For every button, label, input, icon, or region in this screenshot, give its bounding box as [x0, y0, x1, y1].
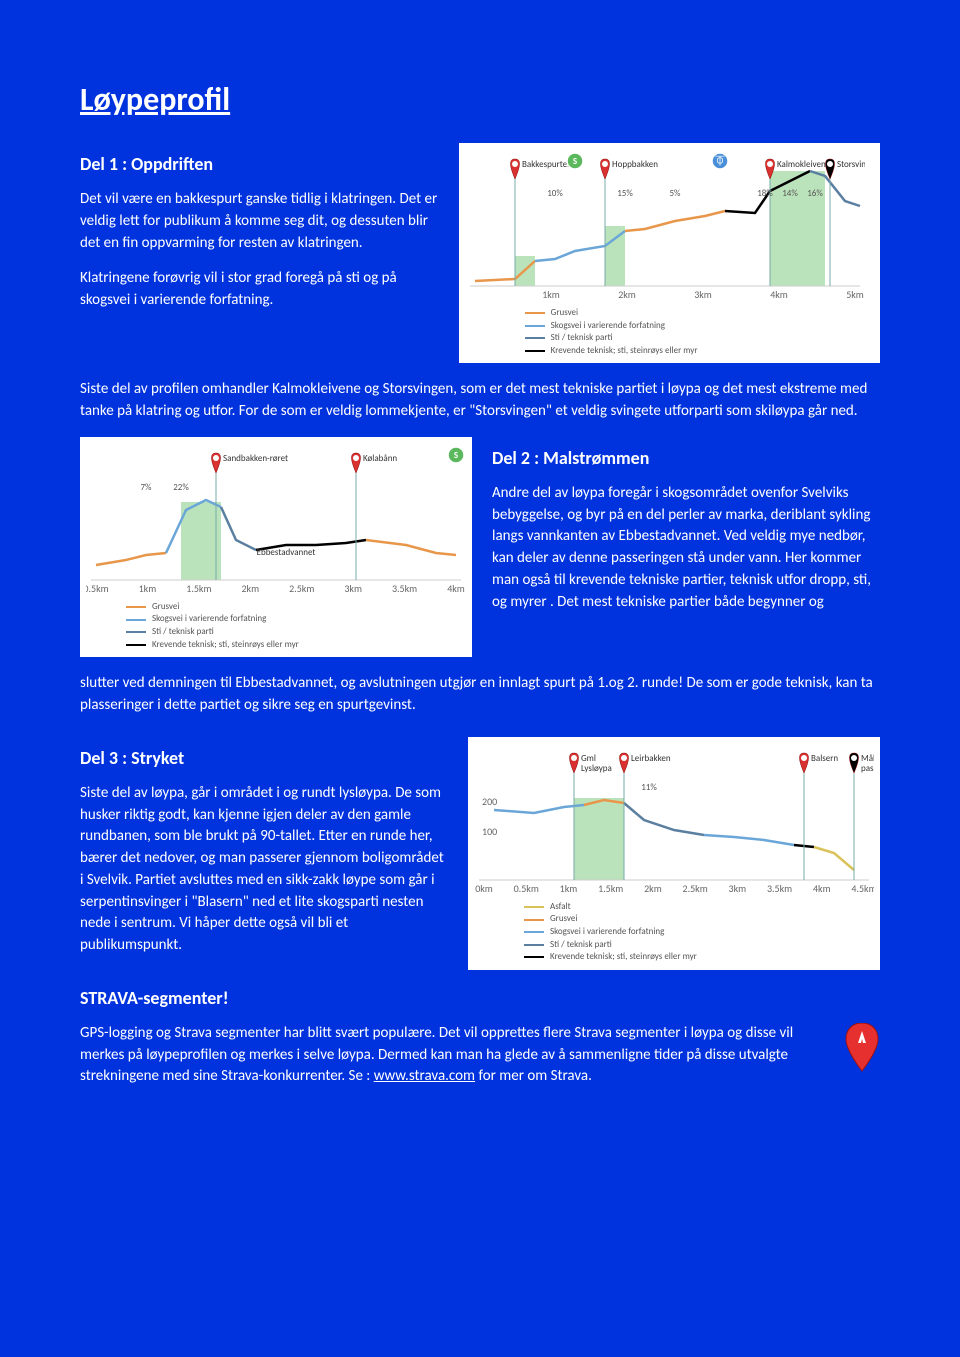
svg-text:Balsern: Balsern	[811, 753, 838, 764]
svg-text:100: 100	[482, 825, 497, 838]
svg-text:Hoppbakken: Hoppbakken	[612, 159, 658, 170]
svg-text:11%: 11%	[641, 782, 657, 793]
svg-text:4km: 4km	[447, 582, 465, 595]
svg-text:Leirbakken: Leirbakken	[631, 753, 671, 764]
chart-del2: 0.5km 1km 1.5km 2km 2.5km 3km 3.5km 4km Sandbakk…	[80, 437, 472, 657]
legend-del1: Grusvei Skogsvei i varierende forfatning…	[465, 307, 874, 357]
svg-text:GmlLysløypa: GmlLysløypa	[581, 753, 612, 774]
svg-text:⏁: ⏁	[714, 155, 725, 167]
svg-text:S: S	[573, 156, 577, 167]
svg-text:10%: 10%	[547, 188, 563, 199]
svg-text:1km: 1km	[560, 882, 578, 895]
chart-del1: 1km 2km 3km 4km 5km Bakkespurten Hoppbakken Kal…	[459, 143, 880, 363]
svg-text:Bakkespurten: Bakkespurten	[522, 159, 572, 170]
page-title: Løypeprofil	[80, 80, 880, 119]
svg-text:Mål/passering: Mål/passering	[861, 753, 874, 774]
svg-text:5%: 5%	[669, 188, 681, 199]
legend-del2: Grusvei Skogsvei i varierende forfatning…	[86, 601, 466, 651]
legend-del3: Asfalt Grusvei Skogsvei i varierende for…	[474, 901, 874, 964]
svg-text:2.5km: 2.5km	[289, 582, 314, 595]
svg-text:0km: 0km	[475, 882, 493, 895]
svg-text:4km: 4km	[813, 882, 831, 895]
svg-text:0.5km: 0.5km	[86, 582, 109, 595]
svg-text:Kalmokleivene: Kalmokleivene	[777, 159, 831, 170]
svg-text:5km: 5km	[846, 288, 864, 301]
svg-text:1.5km: 1.5km	[186, 582, 211, 595]
section-del1: Del 1 : Oppdriften Det vil være en bakke…	[80, 143, 880, 363]
strava-heading: STRAVA-segmenter!	[80, 987, 880, 1009]
svg-text:3km: 3km	[344, 582, 362, 595]
strava-p1: GPS-logging og Strava segmenter har blit…	[80, 1023, 824, 1088]
svg-text:3km: 3km	[694, 288, 712, 301]
del1-p1: Det vil være en bakkespurt ganske tidlig…	[80, 189, 439, 254]
section-del3: Del 3 : Stryket Siste del av løypa, går …	[80, 737, 880, 971]
svg-text:Sandbakken-røret: Sandbakken-røret	[223, 453, 288, 464]
del3-heading: Del 3 : Stryket	[80, 747, 448, 769]
del2-p1-partial: Andre del av løypa foregår i skogsområde…	[492, 483, 880, 614]
svg-text:18%: 18%	[757, 188, 773, 199]
del3-p1: Siste del av løypa, går i området i og r…	[80, 783, 448, 957]
svg-text:3km: 3km	[729, 882, 747, 895]
svg-text:Kølabånn: Kølabånn	[363, 453, 397, 464]
del1-heading: Del 1 : Oppdriften	[80, 153, 439, 175]
svg-text:15%: 15%	[617, 188, 633, 199]
svg-text:22%: 22%	[173, 482, 189, 493]
del2-heading: Del 2 : Malstrømmen	[492, 447, 880, 469]
svg-text:Storsvingen: Storsvingen	[837, 159, 865, 170]
svg-text:2km: 2km	[644, 882, 662, 895]
svg-text:200: 200	[482, 795, 497, 808]
svg-text:7%: 7%	[141, 482, 153, 493]
svg-text:16%: 16%	[807, 188, 823, 199]
svg-text:2km: 2km	[241, 582, 259, 595]
strava-row: GPS-logging og Strava segmenter har blit…	[80, 1023, 880, 1102]
svg-text:1km: 1km	[139, 582, 157, 595]
del2-p1-rest: slutter ved demningen til Ebbestadvannet…	[80, 673, 880, 717]
svg-text:2.5km: 2.5km	[683, 882, 708, 895]
svg-text:1.5km: 1.5km	[598, 882, 623, 895]
section-del2: 0.5km 1km 1.5km 2km 2.5km 3km 3.5km 4km Sandbakk…	[80, 437, 880, 657]
svg-text:S: S	[454, 450, 458, 461]
strava-link[interactable]: www.strava.com	[374, 1067, 475, 1085]
del1-p3: Siste del av profilen omhandler Kalmokle…	[80, 379, 880, 423]
strava-pin-icon	[844, 1023, 880, 1073]
del1-p2: Klatringene forøvrig vil i stor grad for…	[80, 268, 439, 312]
svg-text:4.5km: 4.5km	[851, 882, 874, 895]
svg-text:2km: 2km	[618, 288, 636, 301]
svg-text:3.5km: 3.5km	[392, 582, 417, 595]
svg-text:Ebbestadvannet: Ebbestadvannet	[257, 547, 316, 558]
svg-text:1km: 1km	[542, 288, 560, 301]
svg-text:4km: 4km	[770, 288, 788, 301]
svg-text:3.5km: 3.5km	[767, 882, 792, 895]
svg-text:14%: 14%	[782, 188, 798, 199]
chart-del3: 0km 0.5km 1km 1.5km 2km 2.5km 3km 3.5km 4km 4.5km…	[468, 737, 880, 970]
svg-text:0.5km: 0.5km	[514, 882, 539, 895]
